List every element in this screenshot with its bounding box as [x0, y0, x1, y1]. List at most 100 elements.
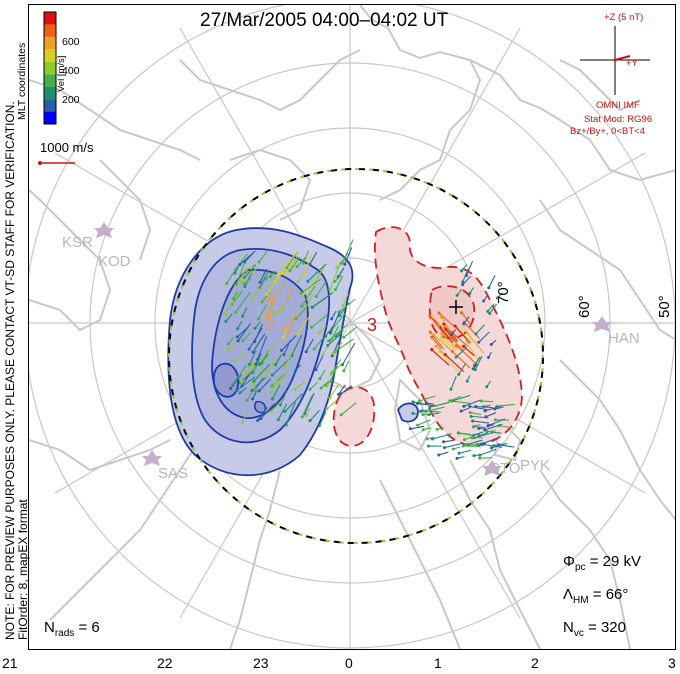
vector-origin — [304, 350, 308, 354]
note-line-2: FitOrder: 8, mapEX format — [16, 499, 30, 640]
vector-origin — [462, 404, 466, 408]
vector-origin — [252, 379, 256, 383]
vector-origin — [497, 443, 501, 447]
vector-origin — [486, 424, 490, 428]
velocity-vector — [337, 267, 345, 278]
velocity-vector — [444, 442, 463, 449]
vector-origin — [490, 446, 494, 450]
vector-origin — [265, 317, 269, 321]
colorbar-outline — [43, 11, 57, 125]
velocity-vector — [231, 290, 244, 305]
velocity-vector — [438, 312, 455, 327]
velocity-vector — [429, 401, 450, 408]
velocity-vector — [473, 431, 484, 436]
velocity-vector — [338, 384, 346, 395]
vector-origin — [457, 372, 461, 376]
velocity-vector — [237, 326, 249, 338]
velocity-vector — [417, 419, 431, 426]
velocity-vector — [478, 432, 489, 437]
vector-origin — [487, 286, 491, 290]
vector-origin — [460, 311, 464, 315]
scale-vector — [38, 161, 75, 165]
vector-origin — [463, 443, 467, 447]
velocity-vector — [231, 364, 248, 385]
velocity-vector — [297, 273, 304, 282]
velocity-vector — [270, 400, 283, 412]
vector-origin — [330, 354, 334, 358]
velocity-vector — [275, 354, 282, 365]
vector-origin — [439, 336, 443, 340]
vector-origin — [253, 340, 257, 344]
vector-origin — [328, 396, 332, 400]
velocity-vector — [266, 308, 273, 320]
vector-origin — [293, 369, 297, 373]
vector-origin — [468, 410, 472, 414]
vector-origin — [326, 343, 330, 347]
vector-origin — [314, 294, 318, 298]
velocity-vector — [481, 400, 494, 403]
vector-origin — [469, 414, 473, 418]
vector-origin — [273, 312, 277, 316]
velocity-vector — [431, 349, 450, 366]
vector-origin — [302, 272, 306, 276]
velocity-vector — [236, 376, 256, 391]
vector-origin — [312, 347, 316, 351]
coordinate-system-label: MLT coordinates — [16, 42, 28, 120]
vector-origin — [329, 372, 333, 376]
vector-origin — [299, 291, 303, 295]
vector-origin — [251, 350, 255, 354]
vector-origin — [314, 368, 318, 372]
vector-origin — [339, 392, 343, 396]
velocity-vector — [242, 307, 248, 317]
vector-origin — [240, 384, 244, 388]
vector-origin — [421, 413, 425, 417]
vector-origin — [236, 339, 240, 343]
velocity-vector — [455, 346, 468, 358]
velocity-vector — [289, 257, 301, 272]
velocity-vector — [458, 363, 466, 375]
vector-origin — [288, 269, 292, 273]
velocity-vector — [330, 312, 346, 331]
vector-origin — [483, 428, 487, 432]
vector-origin — [341, 304, 345, 308]
map-title: 27/Mar/2005 04:00–04:02 UT — [200, 10, 449, 31]
velocity-vector — [235, 261, 246, 285]
vector-origin — [238, 263, 242, 267]
velocity-vector — [284, 393, 304, 412]
vector-origin — [253, 326, 257, 330]
imf-dial — [580, 26, 650, 95]
velocity-vector — [478, 331, 490, 343]
vector-origin — [225, 281, 229, 285]
imf-source: OMNI IMF — [596, 100, 640, 111]
velocity-vector — [425, 406, 445, 413]
vector-origin — [342, 369, 346, 373]
vector-origin — [339, 413, 343, 417]
vector-origin — [426, 444, 430, 448]
velocity-vector — [284, 350, 294, 367]
velocity-vector — [419, 395, 436, 402]
velocity-vector — [244, 271, 254, 287]
vector-origin — [416, 423, 420, 427]
vector-origin — [286, 330, 290, 334]
vector-origin — [269, 275, 273, 279]
lambda-hm-stat: ΛHM = 66° — [563, 586, 629, 606]
vector-origin — [473, 368, 477, 372]
colorbar-block — [44, 74, 56, 87]
vector-origin — [232, 359, 236, 363]
vector-origin — [488, 312, 492, 316]
vector-origin — [337, 392, 341, 396]
vector-origin — [432, 333, 436, 337]
vector-origin — [236, 327, 240, 331]
velocity-vector — [274, 301, 288, 314]
velocity-vector — [303, 250, 309, 264]
vector-origin — [318, 377, 322, 381]
vector-origin — [223, 312, 227, 316]
vector-origin — [282, 265, 286, 269]
velocity-vector — [449, 395, 462, 402]
vector-origin — [264, 375, 268, 379]
vector-origin — [241, 339, 245, 343]
vector-origin — [234, 310, 238, 314]
velocity-vector — [305, 293, 314, 309]
velocity-vector — [296, 314, 312, 335]
